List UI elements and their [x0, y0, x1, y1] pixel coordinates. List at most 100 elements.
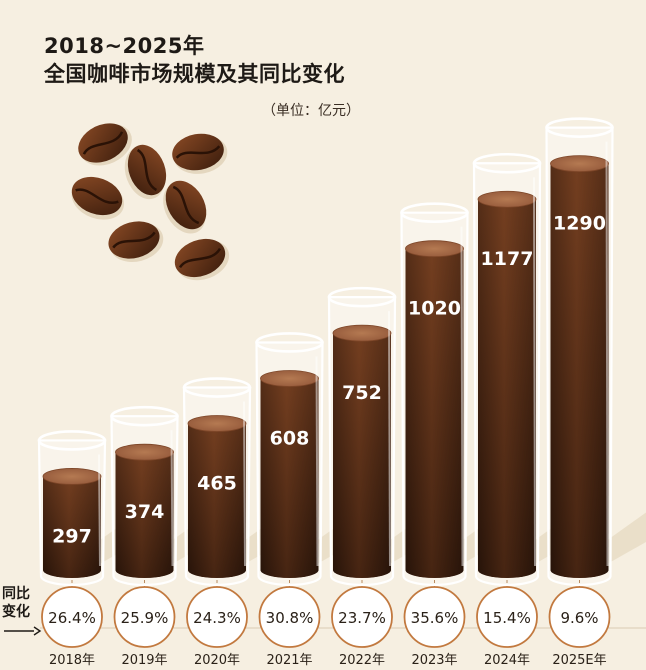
yoy-change-label: 同比 变化	[2, 585, 42, 621]
glass-rim	[255, 332, 324, 353]
coffee-glass-bar: 1290	[545, 117, 614, 587]
coffee-bar-shade	[43, 476, 101, 578]
coffee-foam	[332, 324, 392, 342]
bar-value-label: 752	[342, 382, 382, 404]
x-tick-label: 2018年	[49, 653, 95, 668]
glass-highlight	[460, 226, 464, 567]
coffee-bar-shade	[478, 199, 536, 578]
coffee-glass-bar: 1020	[400, 202, 469, 587]
yoy-value-label: 30.8%	[266, 609, 314, 627]
yoy-value-label: 26.4%	[48, 609, 96, 627]
yoy-value-label: 23.7%	[338, 609, 386, 627]
coffee-glass-bar: 752	[327, 286, 397, 587]
coffee-bean-icon	[71, 176, 125, 220]
coffee-foam	[405, 240, 464, 258]
bar-value-label: 1177	[481, 248, 534, 270]
yoy-circle	[113, 586, 176, 648]
x-tick-label: 2019年	[121, 653, 167, 668]
glass-highlight	[170, 430, 174, 567]
coffee-bar-shade	[188, 423, 246, 578]
yoy-circle	[548, 586, 611, 648]
yoy-circle	[331, 586, 393, 648]
glass-rim	[545, 117, 614, 138]
yoy-badge: 15.4%	[476, 586, 538, 648]
coffee-glass-bar: 1177	[472, 152, 542, 587]
yoy-badge: 9.6%	[548, 586, 611, 648]
arrow-icon	[4, 626, 42, 636]
title-line-2: 全国咖啡市场规模及其同比变化	[44, 62, 345, 86]
glass-rim	[37, 430, 107, 451]
bar-value-label: 608	[270, 427, 310, 449]
glass-highlight	[533, 177, 536, 567]
glass-highlight	[98, 454, 101, 567]
coffee-glass-bar: 297	[37, 430, 107, 587]
coffee-beans-decoration	[71, 123, 230, 281]
bar-value-label: 1020	[408, 298, 461, 320]
yoy-value-label: 15.4%	[483, 609, 531, 627]
coffee-bean-icon	[124, 144, 167, 200]
x-tick-label: 2022年	[339, 653, 385, 668]
coffee-foam	[42, 468, 102, 485]
coffee-foam	[550, 155, 609, 173]
yoy-circle	[186, 586, 248, 648]
bar-value-label: 297	[52, 525, 92, 547]
yoy-value-label: 25.9%	[121, 609, 169, 627]
glass-rim	[400, 202, 469, 223]
coffee-bar-shade	[550, 163, 609, 578]
coffee-bean-icon	[163, 180, 207, 234]
bar-value-label: 1290	[553, 213, 606, 235]
yoy-value-label: 24.3%	[193, 609, 241, 627]
glass-highlight	[605, 141, 609, 567]
yoy-badge: 35.6%	[403, 586, 466, 648]
glass-bars: 297 374 465 608 752 1020 1177 1290	[37, 117, 614, 587]
coffee-bean-icon	[78, 123, 132, 166]
coffee-foam	[477, 190, 537, 208]
glass-rim	[110, 405, 179, 427]
title-line-1: 2018~2025年	[44, 34, 205, 58]
coffee-glass-bar: 608	[255, 332, 324, 587]
yoy-label-line-2: 变化	[2, 604, 30, 620]
coffee-foam	[260, 370, 319, 387]
glass-rim	[182, 377, 252, 398]
yoy-circle	[258, 586, 321, 648]
coffee-glass-bar: 465	[182, 377, 252, 587]
glass-rim	[472, 152, 542, 174]
x-tick-label: 2023年	[411, 653, 457, 668]
yoy-label-line-1: 同比	[2, 586, 30, 602]
x-tick-label: 2025E年	[552, 653, 606, 668]
glass-highlight	[315, 356, 319, 567]
coffee-foam	[115, 443, 174, 461]
x-tick-label: 2020年	[194, 653, 240, 668]
unit-label: （单位：亿元）	[262, 103, 360, 119]
yoy-badge: 23.7%	[331, 586, 393, 648]
yoy-circles: 26.4% 25.9% 24.3% 30.8% 23.7% 35.6% 15.4% 9.6%	[41, 580, 611, 648]
yoy-circle	[41, 586, 103, 648]
x-axis-labels: 2018年 2019年 2020年 2021年 2022年 2023年 2024年 2025E…	[49, 653, 607, 668]
glass-rim	[327, 286, 397, 308]
coffee-bar-shade	[260, 378, 319, 578]
coffee-bean-icon	[108, 221, 164, 263]
yoy-badge: 30.8%	[258, 586, 321, 648]
glass-highlight	[388, 311, 391, 567]
bar-value-label: 374	[125, 501, 165, 523]
yoy-badge: 25.9%	[113, 586, 176, 648]
yoy-badge: 26.4%	[41, 586, 103, 648]
coffee-bean-icon	[174, 238, 230, 281]
coffee-bar-shade	[405, 248, 464, 578]
coffee-bean-icon	[172, 133, 228, 174]
coffee-glass-bar: 374	[110, 405, 179, 587]
yoy-circle	[403, 586, 466, 648]
yoy-badge: 24.3%	[186, 586, 248, 648]
bar-value-label: 465	[197, 473, 237, 495]
coffee-foam	[187, 415, 247, 432]
x-tick-label: 2021年	[266, 653, 312, 668]
coffee-bar-shade	[333, 333, 391, 578]
yoy-value-label: 35.6%	[411, 609, 459, 627]
coffee-bar-shade	[115, 452, 174, 578]
x-tick-label: 2024年	[484, 653, 530, 668]
yoy-circle	[476, 586, 538, 648]
yoy-value-label: 9.6%	[560, 609, 598, 627]
glass-highlight	[243, 401, 246, 567]
